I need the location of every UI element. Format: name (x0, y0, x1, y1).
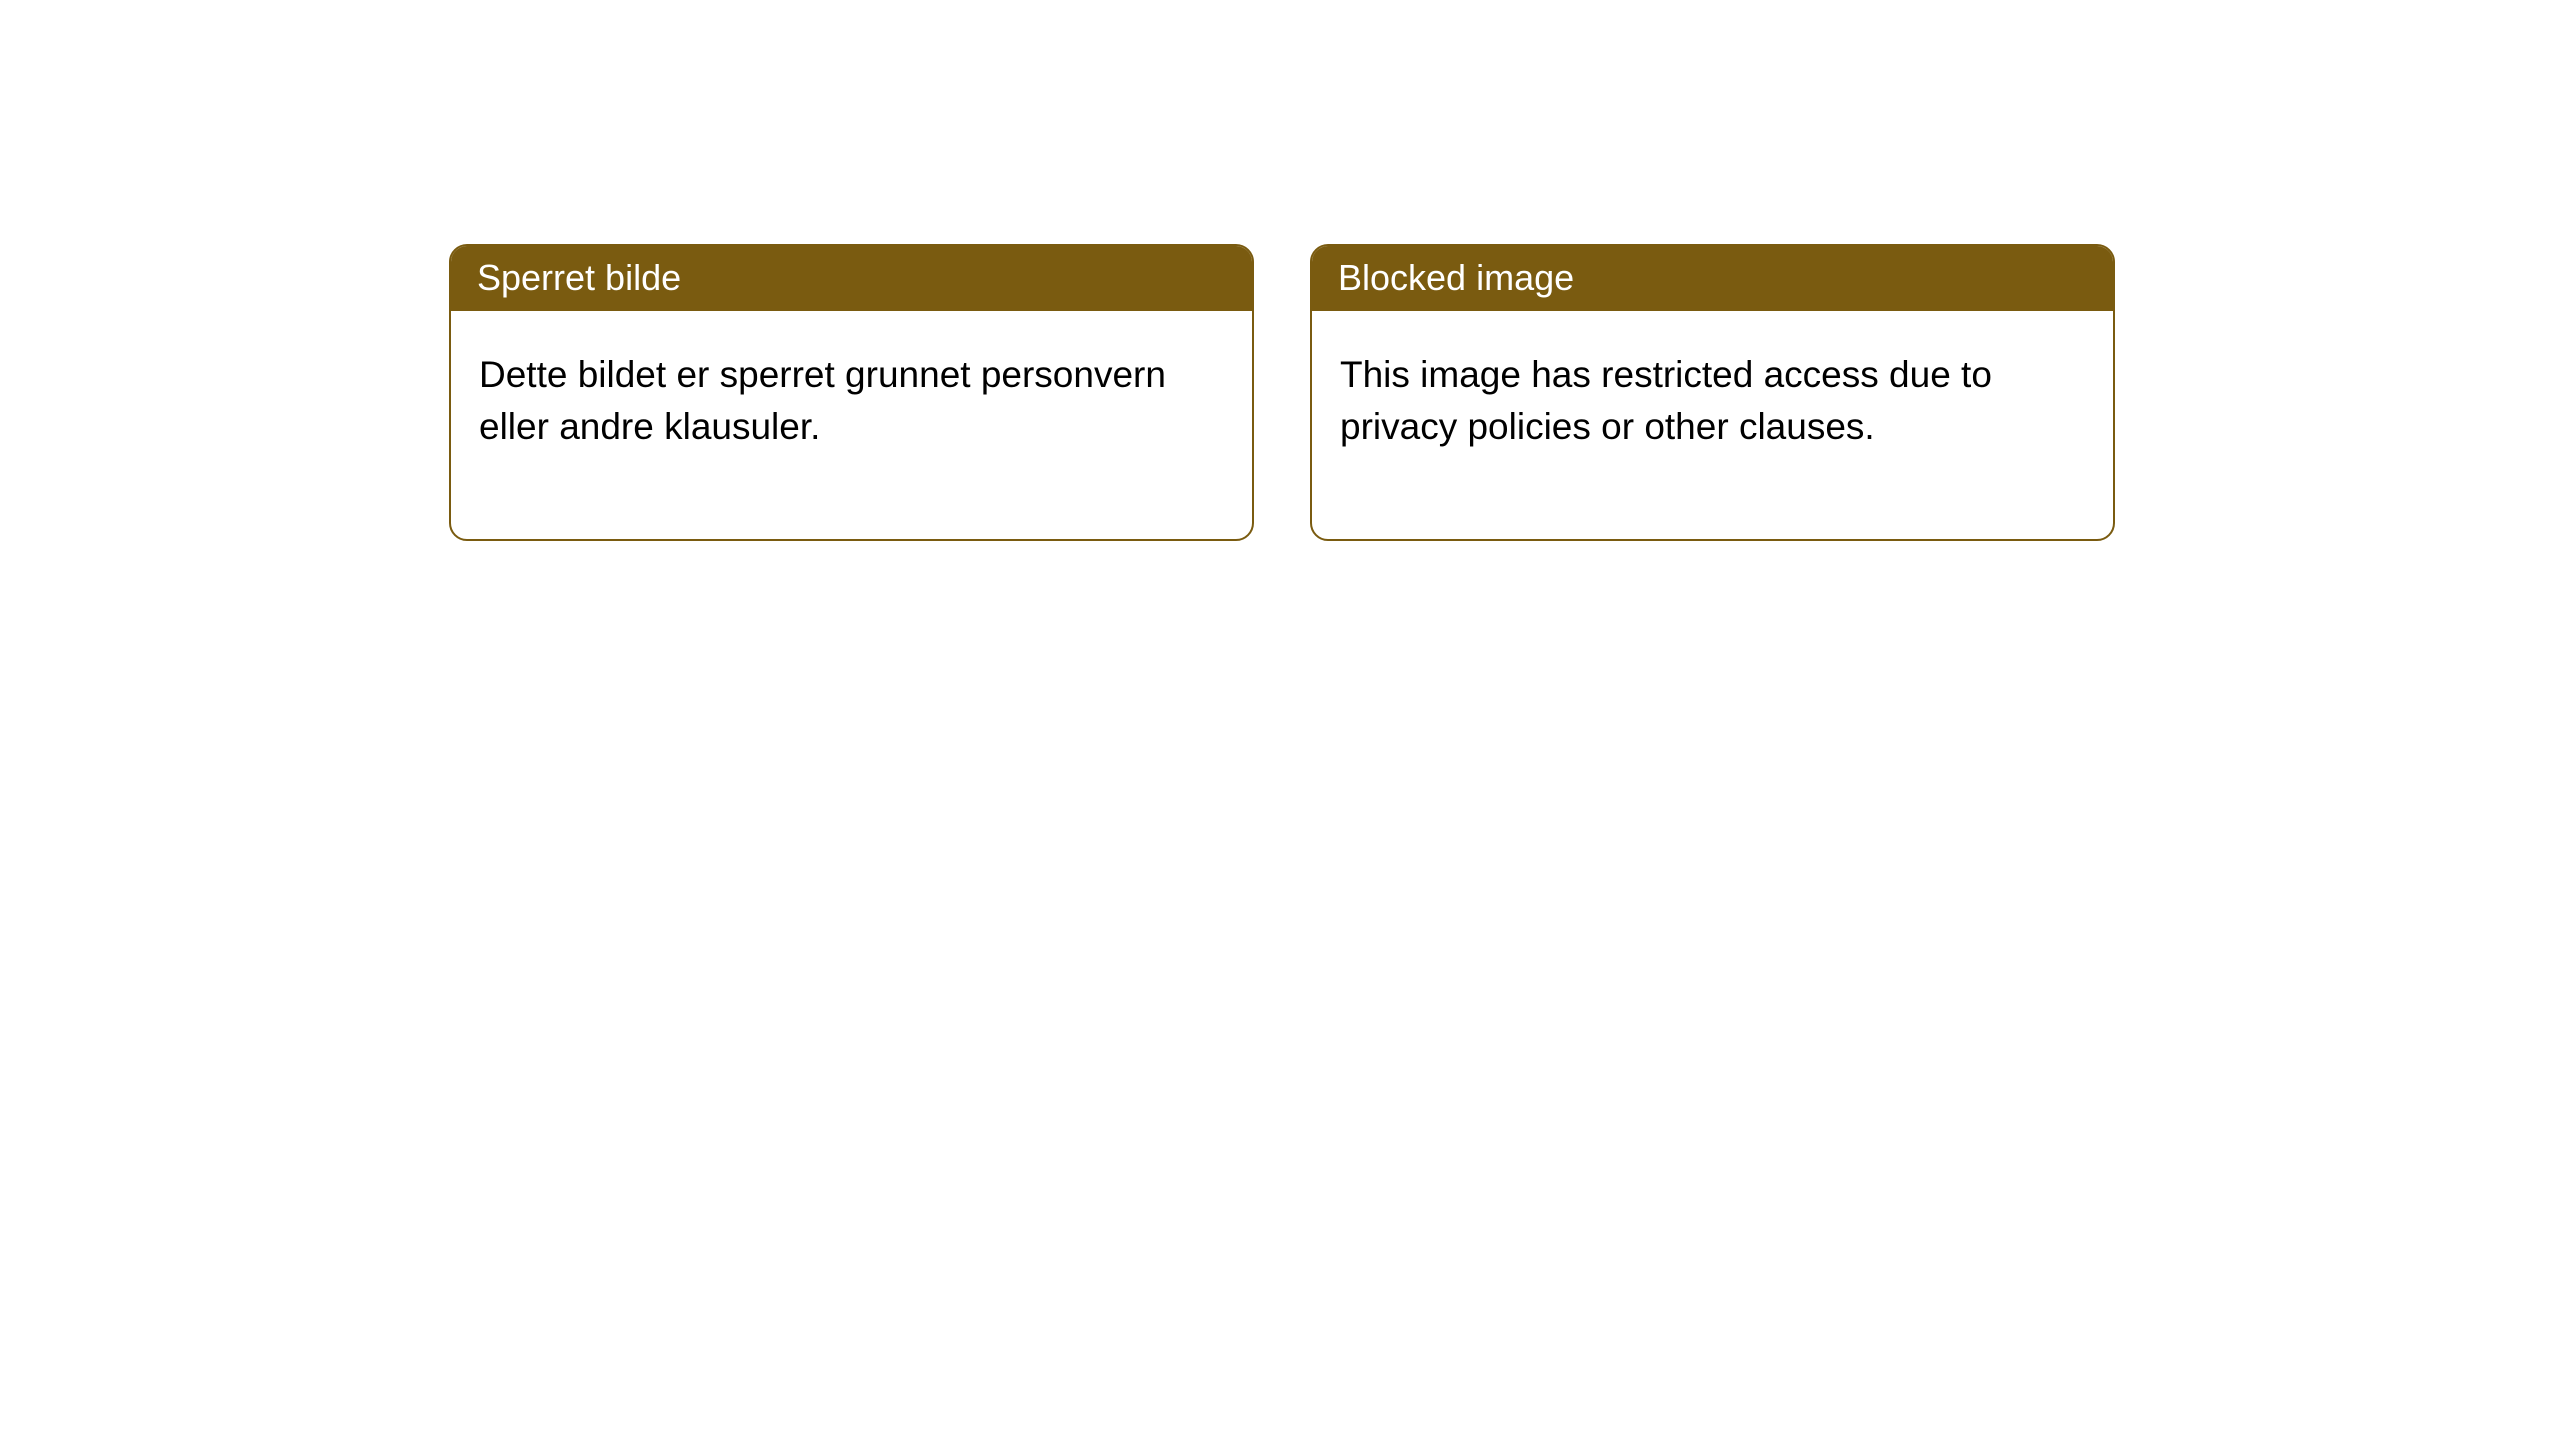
notice-card-english: Blocked image This image has restricted … (1310, 244, 2115, 541)
notice-title-norwegian: Sperret bilde (451, 246, 1252, 311)
notice-container: Sperret bilde Dette bildet er sperret gr… (0, 0, 2560, 541)
notice-card-norwegian: Sperret bilde Dette bildet er sperret gr… (449, 244, 1254, 541)
notice-title-english: Blocked image (1312, 246, 2113, 311)
notice-body-norwegian: Dette bildet er sperret grunnet personve… (451, 311, 1252, 539)
notice-body-english: This image has restricted access due to … (1312, 311, 2113, 539)
